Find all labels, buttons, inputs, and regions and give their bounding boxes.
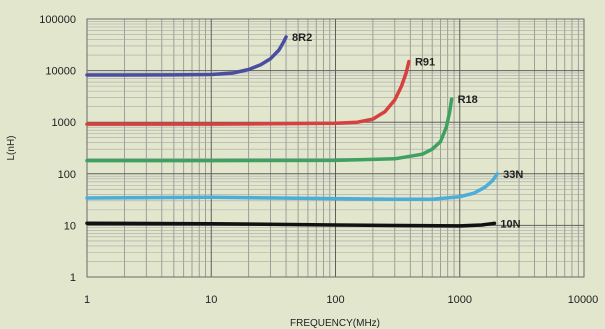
series-label-10n: 10N bbox=[500, 218, 520, 230]
x-tick-label: 1000 bbox=[448, 294, 472, 306]
y-tick-label: 10 bbox=[64, 220, 76, 232]
y-tick-label: 100 bbox=[58, 169, 76, 181]
y-tick-label: 10000 bbox=[45, 66, 76, 78]
x-axis-label: FREQUENCY(MHz) bbox=[290, 318, 380, 329]
series-line-10n bbox=[85, 221, 497, 228]
series-label-8r2: 8R2 bbox=[292, 32, 312, 44]
x-tick-label: 1 bbox=[84, 294, 90, 306]
plot-frame bbox=[86, 18, 585, 278]
y-tick-label: 1000 bbox=[52, 117, 76, 129]
series-line-r91 bbox=[85, 59, 411, 126]
series-label-r18: R18 bbox=[458, 94, 478, 106]
y-axis-label: L(nH) bbox=[6, 135, 17, 160]
series-label-33n: 33N bbox=[503, 169, 523, 181]
series-line-33n bbox=[85, 172, 499, 202]
y-tick-labels: 1 10 100 1000 10000 100000 bbox=[39, 14, 76, 284]
series-line-r18 bbox=[85, 97, 454, 163]
y-tick-label: 1 bbox=[70, 272, 76, 284]
series-line-8r2 bbox=[85, 35, 288, 77]
y-tick-label: 100000 bbox=[39, 14, 76, 26]
series-lines bbox=[85, 35, 499, 228]
x-tick-label: 10 bbox=[205, 294, 217, 306]
grid-minor bbox=[87, 19, 584, 277]
x-tick-label: 100 bbox=[326, 294, 344, 306]
series-labels: 8R2 R91 R18 33N 10N bbox=[292, 32, 523, 230]
series-label-r91: R91 bbox=[415, 57, 435, 69]
x-tick-labels: 1 10 100 1000 10000 bbox=[84, 294, 598, 306]
x-tick-label: 10000 bbox=[568, 294, 599, 306]
